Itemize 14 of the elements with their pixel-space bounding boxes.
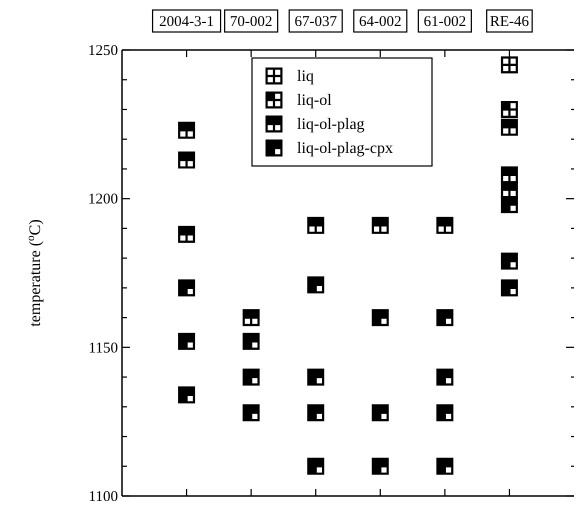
x-tick-label: 64-002 xyxy=(359,14,402,30)
legend-label: liq-ol-plag-cpx xyxy=(297,140,393,157)
x-tick-label: 61-002 xyxy=(424,14,466,30)
x-tick-label: 70-002 xyxy=(230,14,272,30)
y-tick-label: 1250 xyxy=(88,43,118,59)
legend-label: liq xyxy=(297,68,314,85)
legend-label: liq-ol xyxy=(297,92,332,109)
x-tick-label: 67-037 xyxy=(294,14,338,30)
y-tick-label: 1200 xyxy=(88,192,118,208)
x-tick-label: 2004-3-1 xyxy=(159,14,214,30)
y-tick-label: 1100 xyxy=(88,489,118,505)
legend-label: liq-ol-plag xyxy=(297,116,365,133)
x-tick-label: RE-46 xyxy=(490,14,530,30)
y-tick-label: 1150 xyxy=(88,340,118,356)
